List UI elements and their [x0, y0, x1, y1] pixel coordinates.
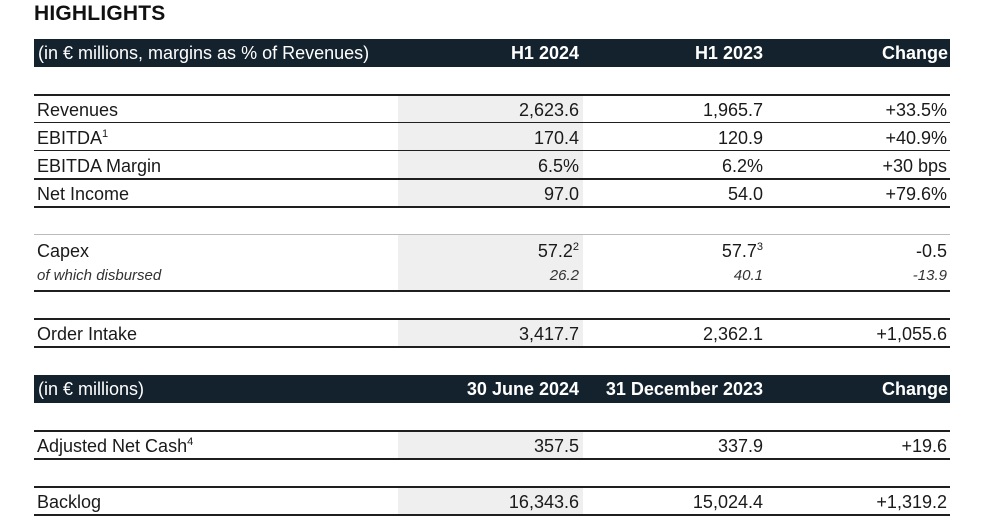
table1-header-h1-2024: H1 2024	[510, 43, 579, 63]
cell-jun-2024: 16,343.6	[508, 492, 579, 512]
row-label: Order Intake	[37, 324, 138, 344]
cell-change: +30 bps	[882, 156, 947, 176]
table-row: Net Income 97.0 54.0 +79.6%	[34, 180, 950, 207]
table1-header-h1-2023: H1 2023	[694, 43, 763, 63]
row-rule	[34, 122, 950, 123]
cell-change: +1,055.6	[876, 324, 947, 344]
table-row: EBITDA1 170.4 120.9 +40.9%	[34, 124, 950, 151]
cell-value: 57.7	[721, 241, 757, 261]
cell-h1-2024: 6.5%	[537, 156, 579, 176]
table2-header-change: Change	[881, 379, 948, 399]
row-label: Backlog	[37, 492, 102, 512]
footnote-marker: 1	[102, 128, 109, 140]
cell-change: -0.5	[915, 241, 947, 261]
cell-h1-2023: 2,362.1	[702, 324, 763, 344]
row-label: EBITDA1	[37, 128, 108, 149]
table2-header-label: (in € millions)	[38, 379, 145, 399]
cell-change: +79.6%	[885, 184, 947, 204]
shade-block	[398, 319, 583, 346]
cell-h1-2023: 40.1	[733, 267, 763, 284]
cell-h1-2023: 54.0	[727, 184, 763, 204]
cell-h1-2024: 26.2	[549, 267, 579, 284]
cell-change: +19.6	[901, 436, 947, 456]
cell-change: +40.9%	[885, 128, 947, 148]
row-label-text: EBITDA	[37, 128, 103, 148]
row-rule	[34, 94, 950, 96]
table1-header-change: Change	[881, 43, 948, 63]
row-rule	[34, 346, 950, 348]
cell-h1-2023: 57.73	[722, 241, 763, 262]
cell-h1-2024: 97.0	[543, 184, 579, 204]
cell-change: -13.9	[912, 267, 947, 284]
row-label: of which disbursed	[37, 267, 162, 284]
cell-h1-2023: 1,965.7	[702, 100, 763, 120]
row-label: Revenues	[37, 100, 119, 120]
table-row: Order Intake 3,417.7 2,362.1 +1,055.6	[34, 320, 950, 347]
row-label: Net Income	[37, 184, 130, 204]
row-rule	[34, 514, 950, 516]
table2-header-jun-2024: 30 June 2024	[466, 379, 579, 399]
row-rule	[34, 458, 950, 460]
page-title: HIGHLIGHTS	[34, 2, 166, 25]
table-row: EBITDA Margin 6.5% 6.2% +30 bps	[34, 152, 950, 179]
footnote-marker: 4	[187, 436, 194, 448]
shade-block	[398, 431, 583, 458]
row-label: EBITDA Margin	[37, 156, 162, 176]
cell-h1-2024: 57.22	[538, 241, 579, 262]
row-rule	[34, 206, 950, 208]
row-rule	[34, 234, 950, 235]
cell-jun-2024: 357.5	[533, 436, 579, 456]
row-rule	[34, 178, 950, 180]
shade-block	[398, 235, 583, 290]
row-rule	[34, 290, 950, 292]
shade-block	[398, 487, 583, 514]
table-row: Backlog 16,343.6 15,024.4 +1,319.2	[34, 488, 950, 515]
row-rule	[34, 430, 950, 432]
row-rule	[34, 486, 950, 488]
table-row: Adjusted Net Cash4 357.5 337.9 +19.6	[34, 432, 950, 459]
footnote-marker: 3	[756, 241, 763, 253]
table1-header-label: (in € millions, margins as % of Revenues…	[38, 43, 370, 63]
table-row: Capex 57.22 57.73 -0.5	[34, 237, 950, 264]
footnote-marker: 2	[572, 241, 579, 253]
shade-block	[398, 96, 583, 207]
table2-header-dec-2023: 31 December 2023	[605, 379, 763, 399]
cell-change: +33.5%	[885, 100, 947, 120]
cell-h1-2024: 2,623.6	[518, 100, 579, 120]
cell-value: 57.2	[537, 241, 573, 261]
row-label-text: Adjusted Net Cash	[37, 436, 188, 456]
cell-h1-2024: 170.4	[533, 128, 579, 148]
table2-header: (in € millions) 30 June 2024 31 December…	[34, 375, 950, 403]
table-row: Revenues 2,623.6 1,965.7 +33.5%	[34, 96, 950, 123]
cell-h1-2023: 120.9	[717, 128, 763, 148]
table1-header: (in € millions, margins as % of Revenues…	[34, 39, 950, 67]
cell-change: +1,319.2	[876, 492, 947, 512]
cell-dec-2023: 337.9	[717, 436, 763, 456]
row-label: Adjusted Net Cash4	[37, 436, 193, 457]
row-rule	[34, 150, 950, 151]
cell-dec-2023: 15,024.4	[692, 492, 763, 512]
cell-h1-2024: 3,417.7	[518, 324, 579, 344]
cell-h1-2023: 6.2%	[721, 156, 763, 176]
row-rule	[34, 318, 950, 320]
table-row: of which disbursed 26.2 40.1 -13.9	[34, 264, 950, 291]
row-label: Capex	[37, 241, 90, 261]
